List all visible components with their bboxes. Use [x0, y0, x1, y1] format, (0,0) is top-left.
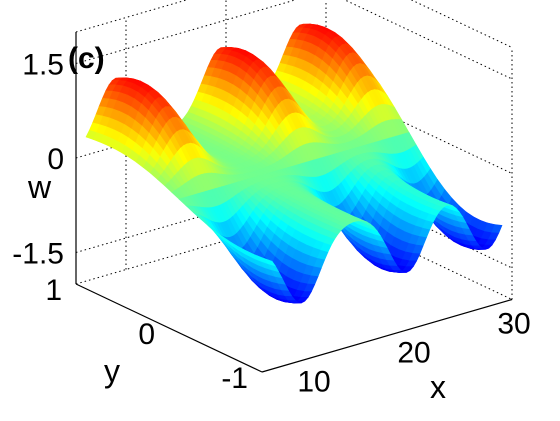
y-tick-label: 0 — [138, 318, 155, 351]
panel-label: (c) — [68, 42, 105, 75]
z-tick-label: -1.5 — [12, 238, 64, 271]
surface-mesh — [85, 23, 503, 304]
y-tick-label: 1 — [45, 274, 62, 307]
box-edge — [325, 211, 513, 300]
x-axis-label: x — [430, 369, 446, 405]
grid-line — [75, 0, 297, 64]
box-edge — [410, 0, 513, 48]
x-tick-label: 20 — [397, 337, 430, 370]
x-tick-label: 10 — [297, 366, 330, 399]
grid-line — [325, 85, 513, 174]
z-axis-label: w — [27, 169, 52, 205]
y-axis-line — [75, 283, 263, 373]
y-axis-label: y — [104, 353, 120, 389]
grid-line — [343, 0, 513, 80]
y-tick-label: -1 — [221, 362, 248, 395]
z-tick-label: 1.5 — [22, 49, 64, 82]
x-axis-line — [261, 298, 513, 373]
x-tick-label: 30 — [497, 308, 530, 341]
grid-line — [325, 179, 513, 269]
z-tick-label: 0 — [47, 143, 64, 176]
box-edge — [75, 0, 189, 33]
tick-labels: -1.5 0 1.5 -1 0 1 10 20 30 — [12, 49, 530, 399]
surface-patch — [264, 258, 277, 267]
